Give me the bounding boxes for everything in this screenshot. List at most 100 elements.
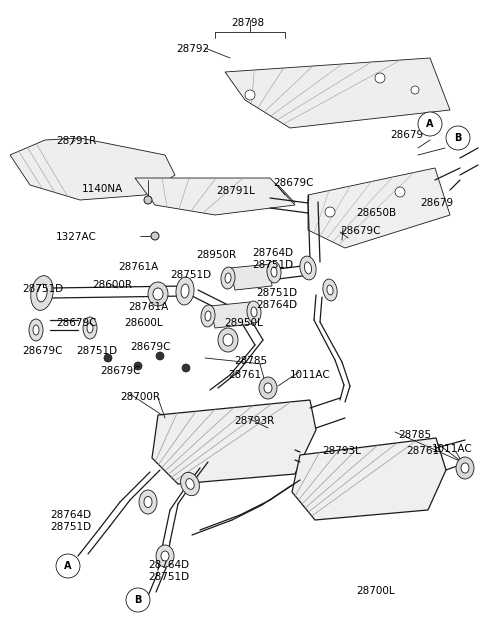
Ellipse shape <box>225 273 231 283</box>
Ellipse shape <box>304 262 312 274</box>
Text: B: B <box>134 595 142 605</box>
Ellipse shape <box>271 267 277 277</box>
Circle shape <box>411 86 419 94</box>
Text: 28751D: 28751D <box>252 260 293 270</box>
Circle shape <box>126 588 150 612</box>
Text: 28785: 28785 <box>234 356 267 366</box>
Text: 28792: 28792 <box>177 44 210 54</box>
Text: 28700R: 28700R <box>120 392 160 402</box>
Text: 28679C: 28679C <box>22 346 62 356</box>
Text: 28785: 28785 <box>398 430 431 440</box>
Ellipse shape <box>218 328 238 352</box>
Ellipse shape <box>461 463 469 473</box>
Text: B: B <box>454 133 462 143</box>
Text: 28679C: 28679C <box>56 318 96 328</box>
Text: 28679C: 28679C <box>130 342 170 352</box>
Text: 28751D: 28751D <box>76 346 117 356</box>
Ellipse shape <box>153 288 163 300</box>
Polygon shape <box>210 302 252 328</box>
Circle shape <box>182 364 190 372</box>
Ellipse shape <box>148 282 168 306</box>
Text: A: A <box>64 561 72 571</box>
Polygon shape <box>292 438 446 520</box>
Text: 28700L: 28700L <box>356 586 395 596</box>
Polygon shape <box>152 400 316 484</box>
Text: 28679C: 28679C <box>273 178 313 188</box>
Ellipse shape <box>83 317 97 339</box>
Polygon shape <box>135 178 295 215</box>
Ellipse shape <box>87 323 93 333</box>
Text: 28751D: 28751D <box>170 270 211 280</box>
Text: 28761: 28761 <box>406 446 439 456</box>
Polygon shape <box>10 138 175 200</box>
Text: 28764D: 28764D <box>252 248 293 258</box>
Text: 28764D: 28764D <box>256 300 297 310</box>
Ellipse shape <box>144 496 152 507</box>
Text: 28679: 28679 <box>390 130 423 140</box>
Text: 28650B: 28650B <box>356 208 396 218</box>
Ellipse shape <box>156 545 174 567</box>
Ellipse shape <box>221 267 235 289</box>
Circle shape <box>144 196 152 204</box>
Circle shape <box>418 112 442 136</box>
Text: 28761: 28761 <box>228 370 261 380</box>
Ellipse shape <box>223 334 233 346</box>
Ellipse shape <box>29 319 43 341</box>
Circle shape <box>151 232 159 240</box>
Text: 28950R: 28950R <box>196 250 236 260</box>
Text: 28679C: 28679C <box>340 226 381 236</box>
Text: 1011AC: 1011AC <box>290 370 331 380</box>
Text: 28761A: 28761A <box>128 302 168 312</box>
Text: 28751D: 28751D <box>22 284 63 294</box>
Ellipse shape <box>37 284 47 302</box>
Text: 28751D: 28751D <box>148 572 189 582</box>
Circle shape <box>325 207 335 217</box>
Text: 28793L: 28793L <box>322 446 361 456</box>
Ellipse shape <box>176 277 194 305</box>
Text: 1140NA: 1140NA <box>82 184 123 194</box>
Text: 28950L: 28950L <box>224 318 263 328</box>
Ellipse shape <box>181 284 189 298</box>
Text: 28791L: 28791L <box>216 186 255 196</box>
Polygon shape <box>308 168 450 248</box>
Text: 28751D: 28751D <box>50 522 91 532</box>
Text: 1011AC: 1011AC <box>432 444 473 454</box>
Text: A: A <box>426 119 434 129</box>
Text: 28764D: 28764D <box>148 560 189 570</box>
Ellipse shape <box>264 383 272 393</box>
Ellipse shape <box>139 490 157 514</box>
Text: 28600R: 28600R <box>92 280 132 290</box>
Ellipse shape <box>247 301 261 323</box>
Ellipse shape <box>456 457 474 479</box>
Circle shape <box>56 554 80 578</box>
Ellipse shape <box>323 279 337 301</box>
Ellipse shape <box>251 307 257 317</box>
Text: 28679: 28679 <box>420 198 453 208</box>
Circle shape <box>104 354 112 362</box>
Text: 28764D: 28764D <box>50 510 91 520</box>
Polygon shape <box>225 58 450 128</box>
Text: 28793R: 28793R <box>234 416 274 426</box>
Circle shape <box>156 352 164 360</box>
Circle shape <box>245 90 255 100</box>
Text: 28798: 28798 <box>231 18 264 28</box>
Ellipse shape <box>267 261 281 283</box>
Circle shape <box>375 73 385 83</box>
Ellipse shape <box>259 377 277 399</box>
Ellipse shape <box>161 551 169 561</box>
Circle shape <box>446 126 470 150</box>
Polygon shape <box>230 264 272 290</box>
Ellipse shape <box>327 285 333 295</box>
Text: 28761A: 28761A <box>118 262 158 272</box>
Text: 28751D: 28751D <box>256 288 297 298</box>
Circle shape <box>395 187 405 197</box>
Text: 28791R: 28791R <box>56 136 96 146</box>
Ellipse shape <box>33 325 39 335</box>
Ellipse shape <box>186 479 194 489</box>
Ellipse shape <box>205 311 211 321</box>
Ellipse shape <box>31 275 53 310</box>
Ellipse shape <box>300 256 316 280</box>
Text: 28600L: 28600L <box>124 318 163 328</box>
Ellipse shape <box>201 305 215 327</box>
Text: 28679C: 28679C <box>100 366 141 376</box>
